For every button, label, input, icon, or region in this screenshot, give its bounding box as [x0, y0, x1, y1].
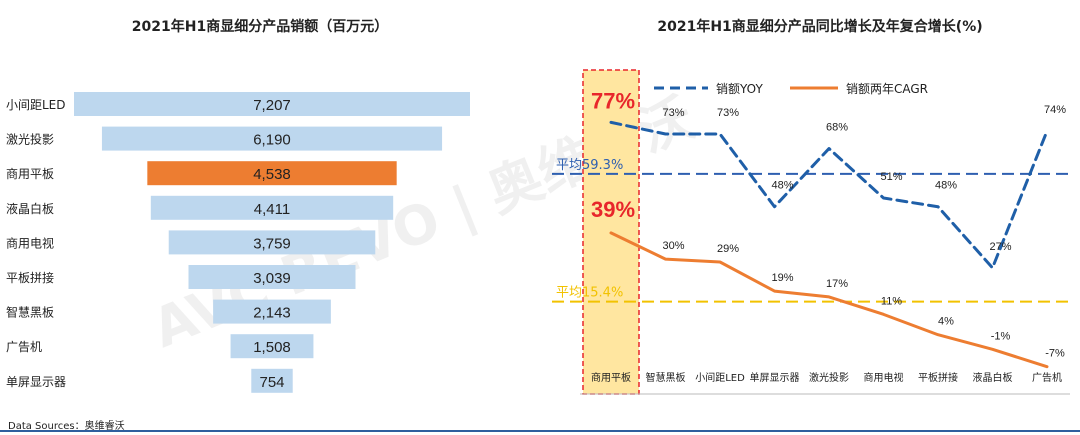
x-tick-label: 智慧黑板 — [646, 371, 686, 384]
data-source-note: Data Sources：奥维睿沃 — [8, 421, 125, 432]
right-chart-title: 2021年H1商显细分产品同比增长及年复合增长(%) — [657, 19, 983, 35]
x-tick-label: 商用平板 — [591, 371, 631, 384]
data-label-1: -7% — [1045, 348, 1065, 360]
x-tick-label: 平板拼接 — [918, 371, 958, 384]
funnel-bar-8 — [251, 368, 293, 393]
funnel-bar-1 — [101, 126, 443, 151]
data-label-0: 51% — [880, 171, 902, 183]
reference-label: 平均59.3% — [556, 158, 623, 173]
x-tick-label: 商用电视 — [864, 371, 904, 384]
funnel-value-label: 3,039 — [253, 270, 291, 287]
x-tick-label: 小间距LED — [695, 371, 745, 384]
data-label-0: 73% — [662, 107, 684, 119]
funnel-value-label: 2,143 — [253, 305, 291, 322]
funnel-category-label: 平板拼接 — [6, 270, 54, 285]
x-tick-label: 广告机 — [1032, 371, 1062, 384]
funnel-value-label: 1,508 — [253, 339, 291, 356]
reference-label: 平均15.4% — [556, 286, 623, 301]
funnel-category-label: 单屏显示器 — [6, 375, 66, 389]
data-label-0: 77% — [591, 88, 635, 113]
funnel-category-label: 智慧黑板 — [6, 305, 54, 320]
funnel-category-label: 激光投影 — [6, 132, 54, 147]
series-line-0 — [609, 120, 1049, 270]
left-chart-title: 2021年H1商显细分产品销额（百万元） — [131, 19, 389, 35]
funnel-category-label: 商用电视 — [6, 235, 54, 250]
funnel-value-label: 4,538 — [253, 166, 291, 183]
funnel-value-label: 4,411 — [254, 201, 290, 218]
funnel-category-label: 广告机 — [6, 340, 42, 354]
funnel-value-label: 6,190 — [253, 132, 291, 149]
data-label-0: 68% — [826, 122, 848, 134]
x-tick-label: 激光投影 — [809, 371, 849, 384]
data-label-0: 48% — [771, 180, 793, 192]
funnel-bar-5 — [188, 265, 356, 289]
data-label-0: 48% — [935, 180, 957, 192]
series-line-1 — [609, 231, 1049, 369]
funnel-value-label: 754 — [259, 374, 284, 391]
funnel-bar-2 — [147, 161, 397, 186]
funnel-bar-4 — [168, 230, 376, 255]
data-label-1: 4% — [938, 316, 954, 328]
data-label-1: 11% — [881, 295, 902, 307]
legend-label-yoy: 销额YOY — [716, 82, 763, 96]
funnel-bar-7 — [230, 334, 314, 359]
funnel-bar-3 — [150, 195, 394, 220]
funnel-category-label: 商用平板 — [6, 166, 54, 181]
data-label-0: 27% — [989, 241, 1011, 253]
funnel-category-label: 小间距LED — [6, 98, 66, 112]
funnel-category-label: 液晶白板 — [6, 201, 54, 216]
legend-label-cagr: 销额两年CAGR — [846, 82, 928, 96]
funnel-value-label: 3,759 — [253, 235, 291, 252]
x-tick-label: 单屏显示器 — [750, 372, 800, 384]
data-label-1: 17% — [826, 278, 848, 290]
data-label-1: 19% — [771, 272, 793, 284]
data-label-1: 29% — [717, 243, 739, 255]
data-label-1: -1% — [991, 330, 1011, 342]
footer-rule — [0, 430, 1080, 432]
data-label-1: 30% — [662, 240, 684, 252]
funnel-bar-0 — [74, 92, 470, 116]
data-label-1: 39% — [591, 197, 635, 222]
x-tick-label: 液晶白板 — [973, 371, 1013, 384]
data-label-0: 74% — [1044, 104, 1066, 116]
data-label-0: 73% — [717, 107, 739, 119]
funnel-value-label: 7,207 — [253, 97, 291, 114]
funnel-bar-6 — [213, 299, 331, 324]
